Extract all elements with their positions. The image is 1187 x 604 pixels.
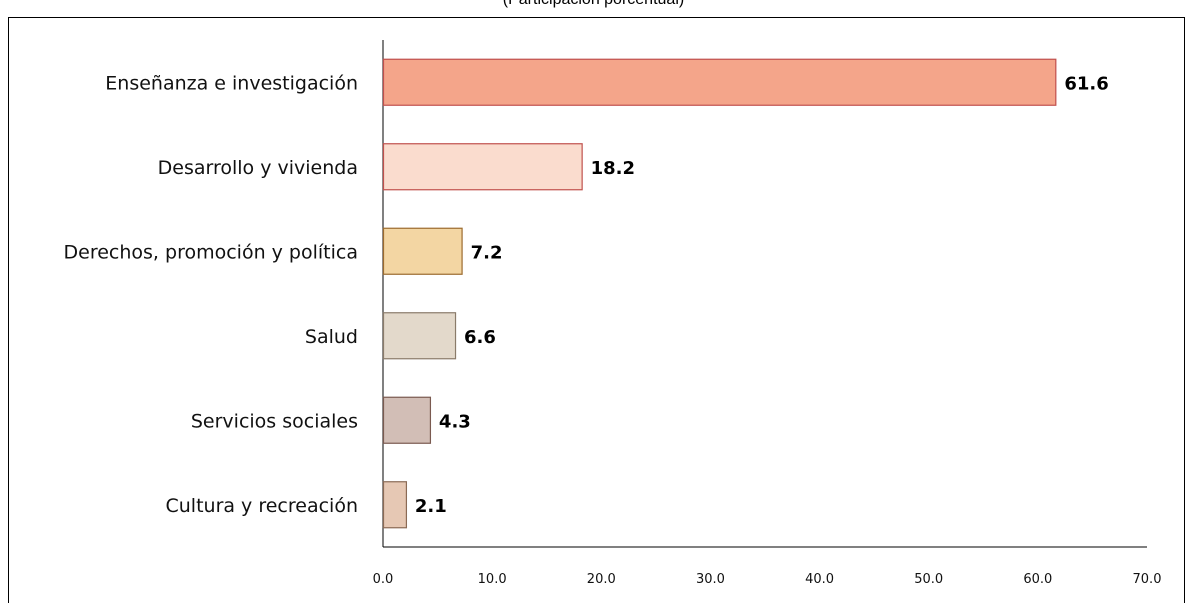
bar-1 bbox=[382, 143, 583, 191]
bar-5 bbox=[382, 481, 408, 529]
value-label-0: 61.6 bbox=[1064, 73, 1108, 94]
bar-2 bbox=[382, 227, 463, 275]
value-label-4: 4.3 bbox=[439, 411, 471, 432]
value-label-2: 7.2 bbox=[471, 242, 503, 263]
category-label-1: Desarrollo y vivienda bbox=[158, 157, 358, 179]
x-tick-label-2: 20.0 bbox=[587, 572, 616, 587]
bar-0 bbox=[382, 58, 1057, 106]
category-label-0: Enseñanza e investigación bbox=[105, 72, 358, 94]
x-tick-label-6: 60.0 bbox=[1023, 572, 1052, 587]
chart-subtitle: (Participación porcentual) bbox=[0, 0, 1187, 9]
bar-3 bbox=[382, 312, 457, 360]
x-tick-label-3: 30.0 bbox=[696, 572, 725, 587]
value-label-5: 2.1 bbox=[415, 496, 447, 517]
category-label-5: Cultura y recreación bbox=[165, 495, 358, 517]
x-tick-label-4: 40.0 bbox=[805, 572, 834, 587]
chart-frame bbox=[8, 17, 1185, 603]
value-label-1: 18.2 bbox=[591, 158, 635, 179]
x-tick-label-0: 0.0 bbox=[373, 572, 394, 587]
category-label-3: Salud bbox=[305, 326, 358, 348]
bar-4 bbox=[382, 396, 432, 444]
x-tick-label-1: 10.0 bbox=[478, 572, 507, 587]
category-label-2: Derechos, promoción y política bbox=[64, 241, 358, 263]
x-tick-label-7: 70.0 bbox=[1133, 572, 1162, 587]
x-tick-label-5: 50.0 bbox=[914, 572, 943, 587]
value-label-3: 6.6 bbox=[464, 327, 496, 348]
category-label-4: Servicios sociales bbox=[191, 410, 358, 432]
